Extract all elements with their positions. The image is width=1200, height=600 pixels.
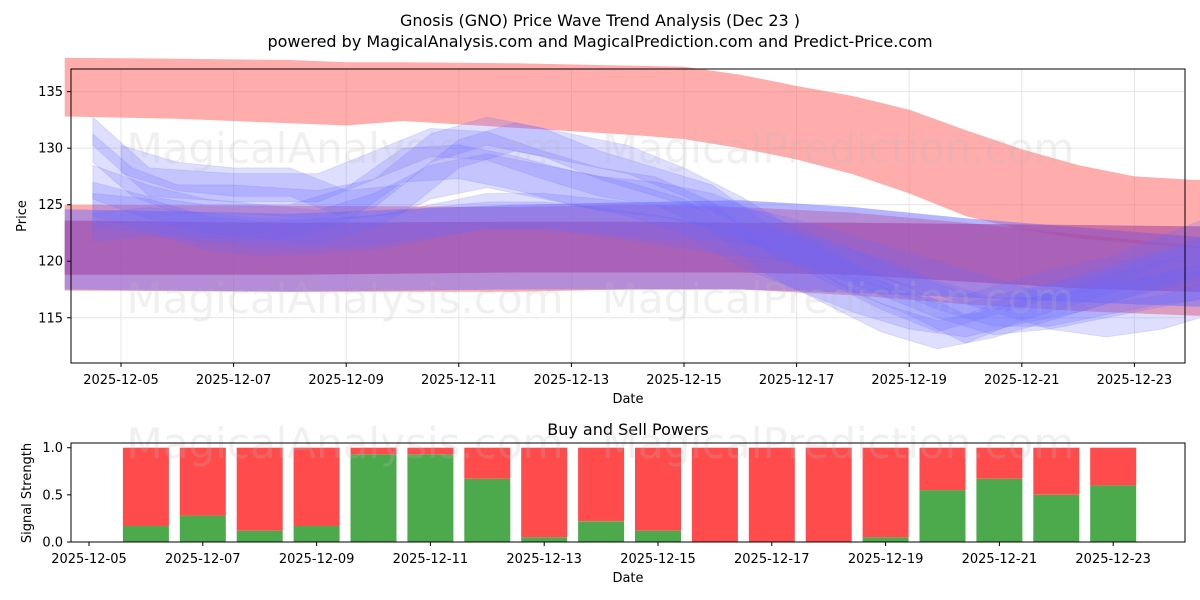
price-y-axis-label: Price [15,200,30,232]
buy-sell-x-tick-label: 2025-12-17 [734,552,810,567]
watermark-prediction-mid: MagicalPrediction.com [602,274,1075,323]
buy-sell-bars [122,447,1137,542]
sell-bar [805,447,852,542]
buy-bar [1090,485,1137,542]
price-wave-4 [92,153,1200,336]
price-y-tick-label: 125 [38,198,63,213]
purple-band [64,220,1200,292]
price-x-tick-label: 2025-12-05 [83,373,159,388]
sell-bar [976,447,1023,479]
sell-bar [919,447,966,491]
buy-sell-plot-frame [70,442,1186,543]
buy-bar [635,530,681,542]
price-y-ticks: 115 120 125 130 135 [38,85,71,326]
buy-bar [862,537,909,542]
sell-bar [407,447,454,455]
sell-bar [464,447,511,479]
price-x-tick-label: 2025-12-07 [196,373,272,388]
red-upper-band [64,57,1200,249]
price-x-tick-label: 2025-12-23 [1097,373,1173,388]
sell-bar [521,447,568,538]
watermark-analysis-mid: MagicalAnalysis.com [127,274,564,323]
watermark-analysis-top: MagicalAnalysis.com [127,124,564,173]
watermark-prediction-top: MagicalPrediction.com [602,124,1075,173]
buy-sell-x-tick-label: 2025-12-05 [51,552,127,567]
buy-sell-x-ticks: 2025-12-05 2025-12-07 2025-12-09 2025-12-11… [51,542,1151,567]
buy-sell-x-tick-label: 2025-12-09 [279,552,355,567]
buy-sell-x-tick-label: 2025-12-11 [393,552,469,567]
buy-bar [578,521,625,542]
figure-subtitle: powered by MagicalAnalysis.com and Magic… [267,32,932,51]
buy-bar [122,526,169,542]
price-x-tick-label: 2025-12-15 [646,373,722,388]
sell-bar [350,447,397,455]
buy-sell-y-axis-label: Signal Strength [20,443,35,543]
price-waves [92,115,1200,350]
price-bands [64,57,1200,316]
sell-bar [862,447,909,538]
price-wave-chart: MagicalAnalysis.com MagicalPrediction.co… [15,57,1200,407]
buy-sell-y-tick-label: 0.0 [42,536,63,551]
sell-bar [635,447,681,531]
buy-bar [919,490,966,542]
buy-sell-x-axis-label: Date [612,571,643,586]
buy-bar [179,515,226,542]
price-wave-2 [92,115,1200,350]
price-x-tick-label: 2025-12-19 [871,373,947,388]
buy-bar [407,454,454,542]
buy-sell-x-tick-label: 2025-12-13 [506,552,582,567]
buy-sell-x-tick-label: 2025-12-07 [165,552,241,567]
price-y-tick-label: 120 [38,255,63,270]
price-wave-3 [92,116,1200,333]
figure-title: Gnosis (GNO) Price Wave Trend Analysis (… [400,11,800,30]
price-x-tick-label: 2025-12-11 [421,373,497,388]
price-x-tick-label: 2025-12-17 [759,373,835,388]
price-y-tick-label: 115 [38,311,63,326]
price-x-tick-label: 2025-12-21 [984,373,1060,388]
price-wave-7 [92,201,1200,327]
sell-bar [578,447,625,522]
sell-bar [293,447,340,526]
sell-bar [236,447,283,531]
buy-bar [976,478,1023,542]
price-y-tick-label: 130 [38,142,63,157]
buy-sell-y-ticks: 0.0 0.5 1.0 [42,441,71,551]
sell-bar [691,447,738,542]
sell-bar [179,447,226,516]
buy-sell-x-tick-label: 2025-12-19 [848,552,924,567]
price-x-axis-label: Date [612,392,643,407]
buy-sell-x-tick-label: 2025-12-21 [962,552,1038,567]
buy-sell-y-tick-label: 0.5 [42,488,63,503]
buy-bar [521,537,568,542]
price-wave-5 [92,192,1200,338]
price-wave-1 [92,144,1200,338]
price-plot-frame [70,68,1186,364]
buy-sell-y-tick-label: 1.0 [42,441,63,456]
buy-bar [350,454,397,542]
price-watermarks: MagicalAnalysis.com MagicalPrediction.co… [127,124,1075,323]
buy-sell-x-tick-label: 2025-12-15 [620,552,696,567]
price-x-tick-label: 2025-12-13 [534,373,610,388]
price-x-ticks: 2025-12-05 2025-12-07 2025-12-09 2025-12-11… [83,363,1172,388]
buy-bar [293,526,340,542]
price-wave-6 [120,122,1200,344]
buy-bar [236,530,283,542]
sell-bar [1090,447,1137,486]
buy-bar [464,478,511,542]
buy-bar [1033,494,1080,542]
buy-sell-title: Buy and Sell Powers [547,420,709,439]
buy-sell-x-tick-label: 2025-12-23 [1075,552,1151,567]
sell-bar [1033,447,1080,495]
sell-bar [122,447,169,526]
sell-bar [748,447,795,542]
price-x-tick-label: 2025-12-09 [308,373,384,388]
price-y-tick-label: 135 [38,85,63,100]
buy-sell-chart: Buy and Sell Powers MagicalAnalysis.com … [20,419,1186,586]
